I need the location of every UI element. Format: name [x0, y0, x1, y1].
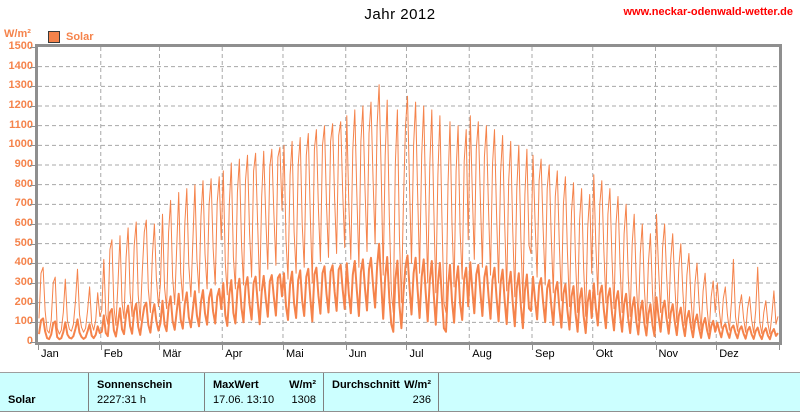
y-tick-label: 500 — [14, 236, 33, 249]
y-tick-mark — [30, 322, 35, 324]
maxwert-value: 1308 — [291, 393, 316, 406]
legend: Solar — [48, 31, 94, 43]
y-tick-mark — [30, 224, 35, 225]
y-tick-label: 1000 — [8, 138, 33, 151]
summary-col-durchschnitt: Durchschnitt W/m² 236 — [323, 373, 438, 411]
durchschnitt-value: 236 — [412, 393, 431, 406]
y-tick-mark — [30, 243, 35, 245]
summary-col-series: Solar — [0, 373, 88, 411]
plot-area — [35, 44, 782, 345]
y-tick-label: 600 — [14, 217, 33, 229]
y-tick-mark — [30, 145, 35, 147]
y-tick-mark — [30, 263, 35, 265]
x-tick-mark — [222, 345, 224, 350]
summary-col-sunshine: Sonnenschein 2227:31 h — [88, 373, 204, 411]
x-month-label: Jun — [348, 348, 367, 360]
x-tick-mark — [345, 345, 347, 350]
y-tick-label: 1400 — [8, 59, 33, 72]
y-tick-label: 100 — [14, 315, 33, 328]
x-month-label: Aug — [472, 348, 492, 360]
y-tick-mark — [30, 125, 35, 127]
x-tick-mark — [716, 345, 718, 350]
maxwert-datetime: 17.06. 13:10 — [213, 393, 275, 406]
x-tick-mark — [38, 345, 39, 350]
x-month-label: Jul — [409, 348, 424, 360]
y-tick-mark — [30, 106, 35, 107]
x-month-label: Nov — [658, 348, 679, 360]
y-tick-label: 1500 — [8, 40, 33, 52]
solar-series-label: Solar — [66, 31, 94, 43]
solar-mean-line — [38, 242, 779, 341]
y-tick-mark — [30, 302, 35, 304]
y-tick-label: 0 — [26, 335, 33, 347]
y-tick-mark — [30, 47, 35, 48]
y-tick-label: 1100 — [9, 118, 33, 131]
x-tick-mark — [779, 345, 780, 350]
summary-table: Solar Sonnenschein 2227:31 h MaxWert W/m… — [0, 372, 800, 412]
y-tick-mark — [30, 66, 35, 68]
solar-max-line — [38, 84, 779, 335]
x-month-label: Sep — [535, 348, 555, 360]
y-tick-mark — [30, 184, 35, 186]
x-month-label: Apr — [225, 348, 243, 360]
y-axis-unit-label: W/m² — [4, 28, 31, 40]
sunshine-value: 2227:31 h — [97, 393, 146, 406]
y-tick-label: 900 — [14, 158, 33, 170]
series-name-cell: Solar — [8, 393, 36, 406]
y-tick-label: 400 — [14, 256, 33, 269]
x-tick-mark — [655, 345, 657, 350]
x-month-label: Mär — [162, 348, 182, 360]
y-tick-label: 800 — [14, 177, 33, 190]
durchschnitt-header: Durchschnitt — [332, 378, 400, 391]
sunshine-header: Sonnenschein — [97, 378, 173, 391]
y-tick-mark — [30, 165, 35, 166]
y-tick-label: 200 — [14, 295, 33, 308]
x-tick-mark — [592, 345, 594, 350]
x-tick-mark — [100, 345, 102, 350]
y-tick-mark — [30, 283, 35, 284]
y-tick-label: 700 — [14, 197, 33, 210]
x-tick-mark — [406, 345, 408, 350]
y-tick-label: 1300 — [8, 79, 33, 92]
x-tick-mark — [282, 345, 284, 350]
y-tick-label: 1200 — [8, 99, 33, 111]
durchschnitt-unit: W/m² — [404, 378, 431, 391]
x-month-label: Feb — [103, 348, 123, 360]
page-title: Jahr 2012 — [364, 6, 436, 23]
solar-chart — [38, 47, 779, 342]
website-link[interactable]: www.neckar-odenwald-wetter.de — [623, 6, 793, 18]
x-month-label: Okt — [595, 348, 613, 360]
y-tick-mark — [30, 204, 35, 206]
y-tick-mark — [30, 342, 35, 343]
summary-col-maxwert: MaxWert W/m² 17.06. 13:10 1308 — [204, 373, 323, 411]
maxwert-header: MaxWert — [213, 378, 259, 391]
x-month-label: Jan — [41, 348, 59, 360]
x-tick-mark — [532, 345, 533, 350]
y-tick-mark — [30, 86, 35, 88]
summary-col-empty — [438, 373, 800, 411]
x-month-label: Mai — [285, 348, 304, 360]
solar-series-swatch-icon — [48, 31, 60, 43]
x-tick-mark — [469, 345, 471, 350]
maxwert-unit: W/m² — [289, 378, 316, 391]
x-tick-mark — [159, 345, 161, 350]
x-month-label: Dez — [719, 348, 739, 360]
y-tick-label: 300 — [14, 276, 33, 288]
